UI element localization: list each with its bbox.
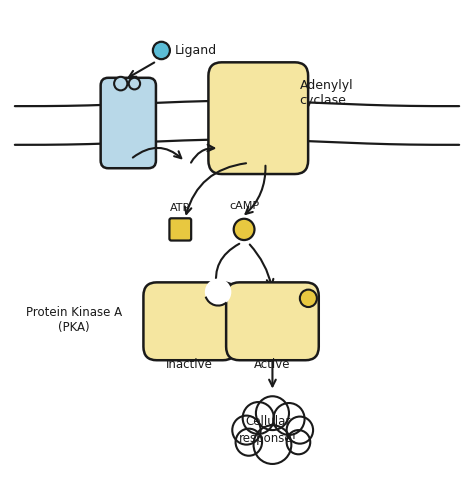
Circle shape bbox=[300, 290, 317, 307]
FancyBboxPatch shape bbox=[100, 78, 156, 169]
Text: Cellular
response!: Cellular response! bbox=[238, 414, 297, 444]
Text: ATP: ATP bbox=[170, 202, 191, 212]
Text: cAMP: cAMP bbox=[229, 201, 259, 211]
FancyBboxPatch shape bbox=[226, 283, 319, 361]
Text: Active: Active bbox=[254, 358, 291, 371]
Circle shape bbox=[153, 43, 170, 60]
Circle shape bbox=[205, 279, 231, 306]
FancyBboxPatch shape bbox=[169, 219, 191, 241]
Circle shape bbox=[243, 402, 274, 434]
Text: Protein Kinase A: Protein Kinase A bbox=[26, 305, 122, 318]
Circle shape bbox=[249, 408, 296, 457]
Text: Ligand: Ligand bbox=[174, 44, 217, 57]
Circle shape bbox=[287, 417, 313, 444]
Text: (PKA): (PKA) bbox=[58, 320, 90, 333]
Circle shape bbox=[236, 429, 262, 456]
FancyBboxPatch shape bbox=[209, 63, 308, 175]
FancyBboxPatch shape bbox=[114, 81, 143, 91]
Circle shape bbox=[256, 396, 289, 430]
Circle shape bbox=[114, 77, 128, 91]
Circle shape bbox=[287, 430, 310, 454]
Circle shape bbox=[234, 219, 255, 241]
Circle shape bbox=[273, 403, 305, 435]
Circle shape bbox=[254, 425, 292, 464]
Circle shape bbox=[129, 78, 140, 90]
Circle shape bbox=[232, 416, 261, 445]
Text: Inactive: Inactive bbox=[166, 358, 213, 371]
FancyBboxPatch shape bbox=[144, 283, 236, 361]
Text: Adenylyl
cyclase: Adenylyl cyclase bbox=[300, 78, 353, 106]
